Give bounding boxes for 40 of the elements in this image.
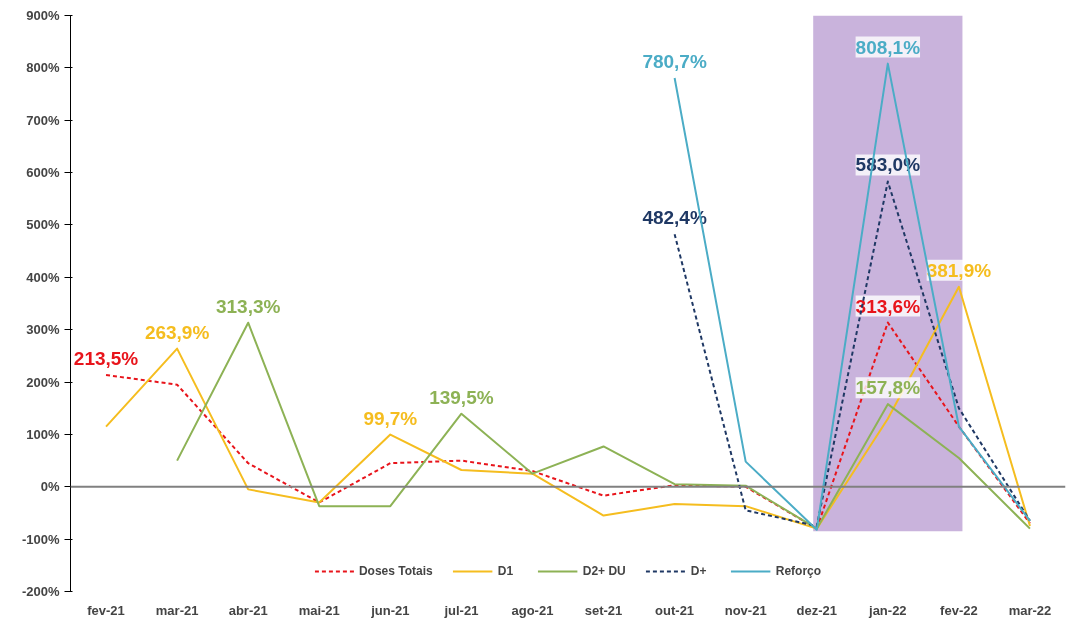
data-label: 808,1% <box>855 36 921 58</box>
x-tick-label: fev-22 <box>940 602 978 618</box>
y-tick-label: -200% <box>21 584 60 599</box>
x-tick-label: jun-21 <box>370 602 410 618</box>
legend-label: Doses Totais <box>358 564 433 578</box>
y-tick-label: 400% <box>26 269 60 285</box>
x-tick-label: abr-21 <box>228 602 268 618</box>
data-label: 263,9% <box>144 321 210 343</box>
y-tick-label: 700% <box>26 112 60 128</box>
x-tick-label: mar-21 <box>155 602 199 618</box>
data-label: 157,8% <box>855 377 921 399</box>
legend-label: Reforço <box>775 564 822 578</box>
data-label: 313,6% <box>855 295 921 317</box>
data-label: 780,7% <box>642 50 707 72</box>
x-tick-label: set-21 <box>584 602 623 618</box>
y-tick-label: 800% <box>26 60 60 76</box>
y-tick-label: 100% <box>26 426 60 442</box>
y-tick-label: 0% <box>40 479 60 495</box>
legend-label: D1 <box>497 564 515 578</box>
y-tick-label: 200% <box>26 374 60 390</box>
x-tick-label: fev-21 <box>87 602 125 618</box>
x-tick-label: out-21 <box>655 602 695 618</box>
y-tick-label: -100% <box>21 531 60 547</box>
x-tick-label: nov-21 <box>724 602 767 618</box>
x-tick-label: mar-22 <box>1008 602 1052 618</box>
x-tick-label: jul-21 <box>443 602 479 618</box>
x-tick-label: ago-21 <box>511 602 554 618</box>
data-label: 313,3% <box>215 295 281 317</box>
y-tick-label: 600% <box>26 165 60 181</box>
legend-label: D+ <box>690 564 708 578</box>
x-tick-label: mai-21 <box>298 602 340 618</box>
x-tick-label: dez-21 <box>796 602 837 618</box>
data-label: 99,7% <box>363 407 418 429</box>
data-label: 213,5% <box>73 347 139 369</box>
y-tick-label: 900% <box>26 8 60 23</box>
data-label: 139,5% <box>429 386 494 408</box>
legend-label: D2+ DU <box>582 564 626 578</box>
x-tick-label: jan-22 <box>868 602 907 618</box>
y-tick-label: 500% <box>26 217 60 233</box>
y-tick-label: 300% <box>26 322 60 338</box>
